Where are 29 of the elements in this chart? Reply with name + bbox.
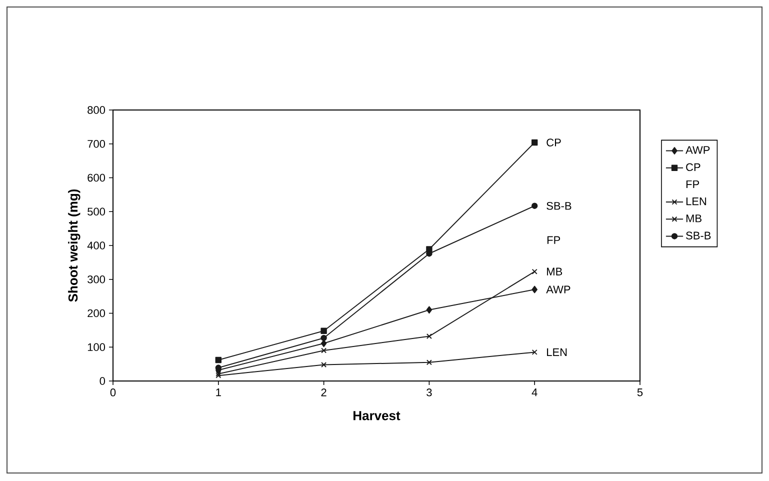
x-tick-label: 2 — [321, 388, 326, 396]
y-tick-label: 100 — [88, 343, 106, 352]
annotation: FP — [547, 236, 560, 244]
y-tick-label: 200 — [88, 309, 106, 318]
y-axis-title: Shoot weight (mg) — [68, 189, 80, 302]
y-tick-label: 500 — [88, 208, 106, 216]
text: CP — [546, 138, 561, 146]
y-tick-label: 800 — [88, 106, 106, 114]
x-axis-title: Harvest — [354, 411, 400, 420]
legend-label: SB-B — [686, 232, 711, 240]
y-tick-label: 0 — [100, 377, 106, 385]
x-tick-label: 0 — [110, 388, 116, 396]
text: AWP — [546, 286, 570, 294]
x-tick-label: 1 — [216, 388, 221, 396]
legend-label: CP — [686, 163, 700, 172]
x-tick-label: 3 — [426, 388, 432, 396]
text: LEN — [547, 348, 567, 356]
x-tick-label: 5 — [637, 388, 643, 396]
y-tick-label: 400 — [87, 242, 106, 250]
legend-label: FP — [686, 180, 700, 188]
legend-label: AWP — [686, 146, 710, 154]
legend-label: LEN — [686, 198, 706, 206]
y-tick-label: 700 — [88, 140, 106, 148]
text: MB — [547, 268, 562, 276]
y-tick-label: 600 — [88, 174, 106, 182]
x-tick-label: 4 — [532, 388, 538, 396]
legend-label: MB — [686, 214, 702, 222]
text: SB-B — [546, 202, 572, 210]
y-tick-label: 300 — [88, 275, 106, 284]
